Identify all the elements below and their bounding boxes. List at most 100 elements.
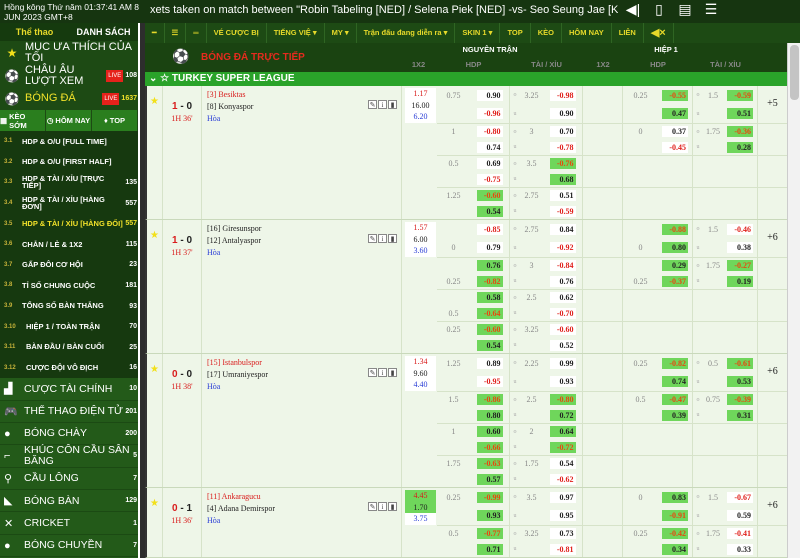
edit-icon[interactable]: ✎ [368,100,377,109]
odds-value[interactable]: 0.57 [476,473,503,485]
odds-value[interactable]: -0.61 [727,357,753,369]
odds-value[interactable]: -0.41 [727,528,753,540]
odds-value[interactable]: -0.85 [476,223,503,235]
home-team[interactable]: [3] Besiktas [207,90,246,99]
odds-value[interactable]: -0.81 [549,543,576,555]
odds-value[interactable]: -0.82 [662,357,688,369]
odds-value[interactable]: 0.69 [476,158,503,170]
edit-icon[interactable]: ✎ [368,234,377,243]
favorite-star-icon[interactable]: ★ [147,488,163,557]
odds-value[interactable]: -0.47 [662,394,688,406]
odds-value[interactable]: 0.95 [549,510,576,522]
odds-value[interactable]: -0.55 [662,89,688,101]
odds-value[interactable]: -0.77 [476,528,503,540]
odds-value[interactable]: 0.38 [727,242,753,254]
odds-value[interactable]: 0.68 [549,173,576,185]
odds-value[interactable]: -0.59 [549,205,576,217]
tab-sports[interactable]: Thể thao [15,27,54,37]
toolbar-item[interactable]: KÈO [531,23,562,43]
odds-value[interactable]: 0.28 [727,141,753,153]
sidebar-sport[interactable]: ⌐ KHÚC CÔN CẦU SÂN BĂNG 5 [0,445,138,468]
sidebar-subitem[interactable]: 3.2 HDP & O/U [FIRST HALF] [0,151,138,173]
odds-value[interactable]: -0.27 [727,260,753,272]
odds-value[interactable]: 0.70 [549,126,576,138]
odds-value[interactable]: -0.80 [476,126,503,138]
odds-1x2-value[interactable]: 1.57 [405,222,436,234]
odds-value[interactable]: 0.80 [476,409,503,421]
odds-value[interactable]: 0.19 [727,275,753,287]
toolbar-item[interactable]: SKIN 1 ▾ [455,23,501,43]
odds-value[interactable]: 0.59 [727,510,753,522]
odds-value[interactable]: 0.74 [662,376,688,388]
info-icon[interactable]: i [378,100,387,109]
odds-value[interactable]: -0.98 [549,89,576,101]
sidebar-sport[interactable]: ● BÓNG CHÀY 200 [0,422,138,446]
odds-value[interactable]: 0.79 [476,242,503,254]
toolbar-item[interactable]: MY ▾ [325,23,357,43]
sidebar-subitem[interactable]: 3.10 HIỆP 1 / TOÀN TRẬN 70 [0,316,138,337]
odds-value[interactable]: -0.60 [549,324,576,336]
odds-value[interactable]: 0.60 [476,426,503,438]
odds-1x2-value[interactable]: 6.20 [405,111,436,124]
odds-1x2-value[interactable]: 9.60 [405,367,436,380]
tab-list[interactable]: DANH SÁCH [76,27,131,37]
odds-value[interactable]: -0.91 [662,510,688,522]
odds-value[interactable]: -0.60 [476,190,503,202]
more-markets-link[interactable]: +6 [757,220,787,353]
odds-value[interactable]: 0.84 [549,223,576,235]
document-icon[interactable]: ▤ [678,1,692,17]
edit-icon[interactable]: ✎ [368,368,377,377]
odds-value[interactable]: -0.62 [549,473,576,485]
odds-value[interactable]: 0.99 [549,357,576,369]
odds-value[interactable]: 0.89 [476,357,503,369]
odds-value[interactable]: -0.66 [476,441,503,453]
list-icon[interactable]: ☰ [704,1,718,17]
toolbar-item[interactable]: HÔM NAY [562,23,612,43]
odds-value[interactable]: -0.99 [476,491,503,503]
today-button[interactable]: ◷ HÔM NAY [46,110,92,131]
sidebar-sport[interactable]: 🎮 THỂ THAO ĐIỆN TỬ 201 [0,400,138,423]
scrollbar[interactable] [787,43,800,558]
chevron-down-icon[interactable]: ⌄ [149,73,158,84]
toolbar-item[interactable]: TOP [500,23,531,43]
odds-value[interactable]: -0.46 [727,223,753,235]
odds-value[interactable]: -0.59 [727,89,753,101]
odds-value[interactable]: -0.45 [662,141,688,153]
early-odds-button[interactable]: ▦ KÈO SỚM [0,110,46,131]
odds-1x2-value[interactable]: 1.17 [405,88,436,100]
odds-value[interactable]: -0.63 [476,458,503,470]
odds-value[interactable]: -0.95 [476,376,503,388]
odds-value[interactable]: 0.51 [549,190,576,202]
odds-value[interactable]: 0.39 [662,409,688,421]
sidebar-category[interactable]: ★ MỤC ƯA THÍCH CỦA TÔI [0,41,138,64]
info-icon[interactable]: i [378,502,387,511]
odds-value[interactable]: -0.72 [549,441,576,453]
sidebar-subitem[interactable]: 3.1 HDP & O/U [FULL TIME] [0,131,138,152]
stats-icon[interactable]: ▮ [388,502,397,511]
odds-value[interactable]: 0.97 [549,491,576,503]
sidebar-category[interactable]: ⚽ BÓNG ĐÁ LIVE 1637 [4,91,137,106]
odds-1x2-value[interactable]: 1.70 [405,501,436,514]
odds-value[interactable]: 0.90 [549,108,576,120]
odds-value[interactable]: -0.60 [476,324,503,336]
odds-value[interactable]: -0.82 [476,275,503,287]
mute-icon[interactable]: ◀× [644,23,674,43]
home-team[interactable]: [15] Istanbulspor [207,358,262,367]
sidebar-divider[interactable] [138,23,145,558]
more-markets-link[interactable]: +6 [757,488,787,557]
odds-value[interactable]: -0.78 [549,141,576,153]
home-team[interactable]: [11] Ankaragucu [207,492,261,501]
toolbar-item[interactable]: LIÊN [612,23,644,43]
odds-value[interactable]: 0.76 [476,260,503,272]
odds-value[interactable]: -0.37 [662,275,688,287]
odds-value[interactable]: -0.88 [662,223,688,235]
odds-value[interactable]: 0.33 [727,543,753,555]
odds-value[interactable]: 0.58 [476,292,503,304]
odds-value[interactable]: -0.64 [476,307,503,319]
odds-1x2-value[interactable]: 3.60 [405,245,436,258]
stats-icon[interactable]: ▮ [388,100,397,109]
odds-value[interactable]: 0.62 [549,292,576,304]
odds-value[interactable]: -0.36 [727,126,753,138]
odds-value[interactable]: -0.70 [549,307,576,319]
odds-value[interactable]: -0.42 [662,528,688,540]
